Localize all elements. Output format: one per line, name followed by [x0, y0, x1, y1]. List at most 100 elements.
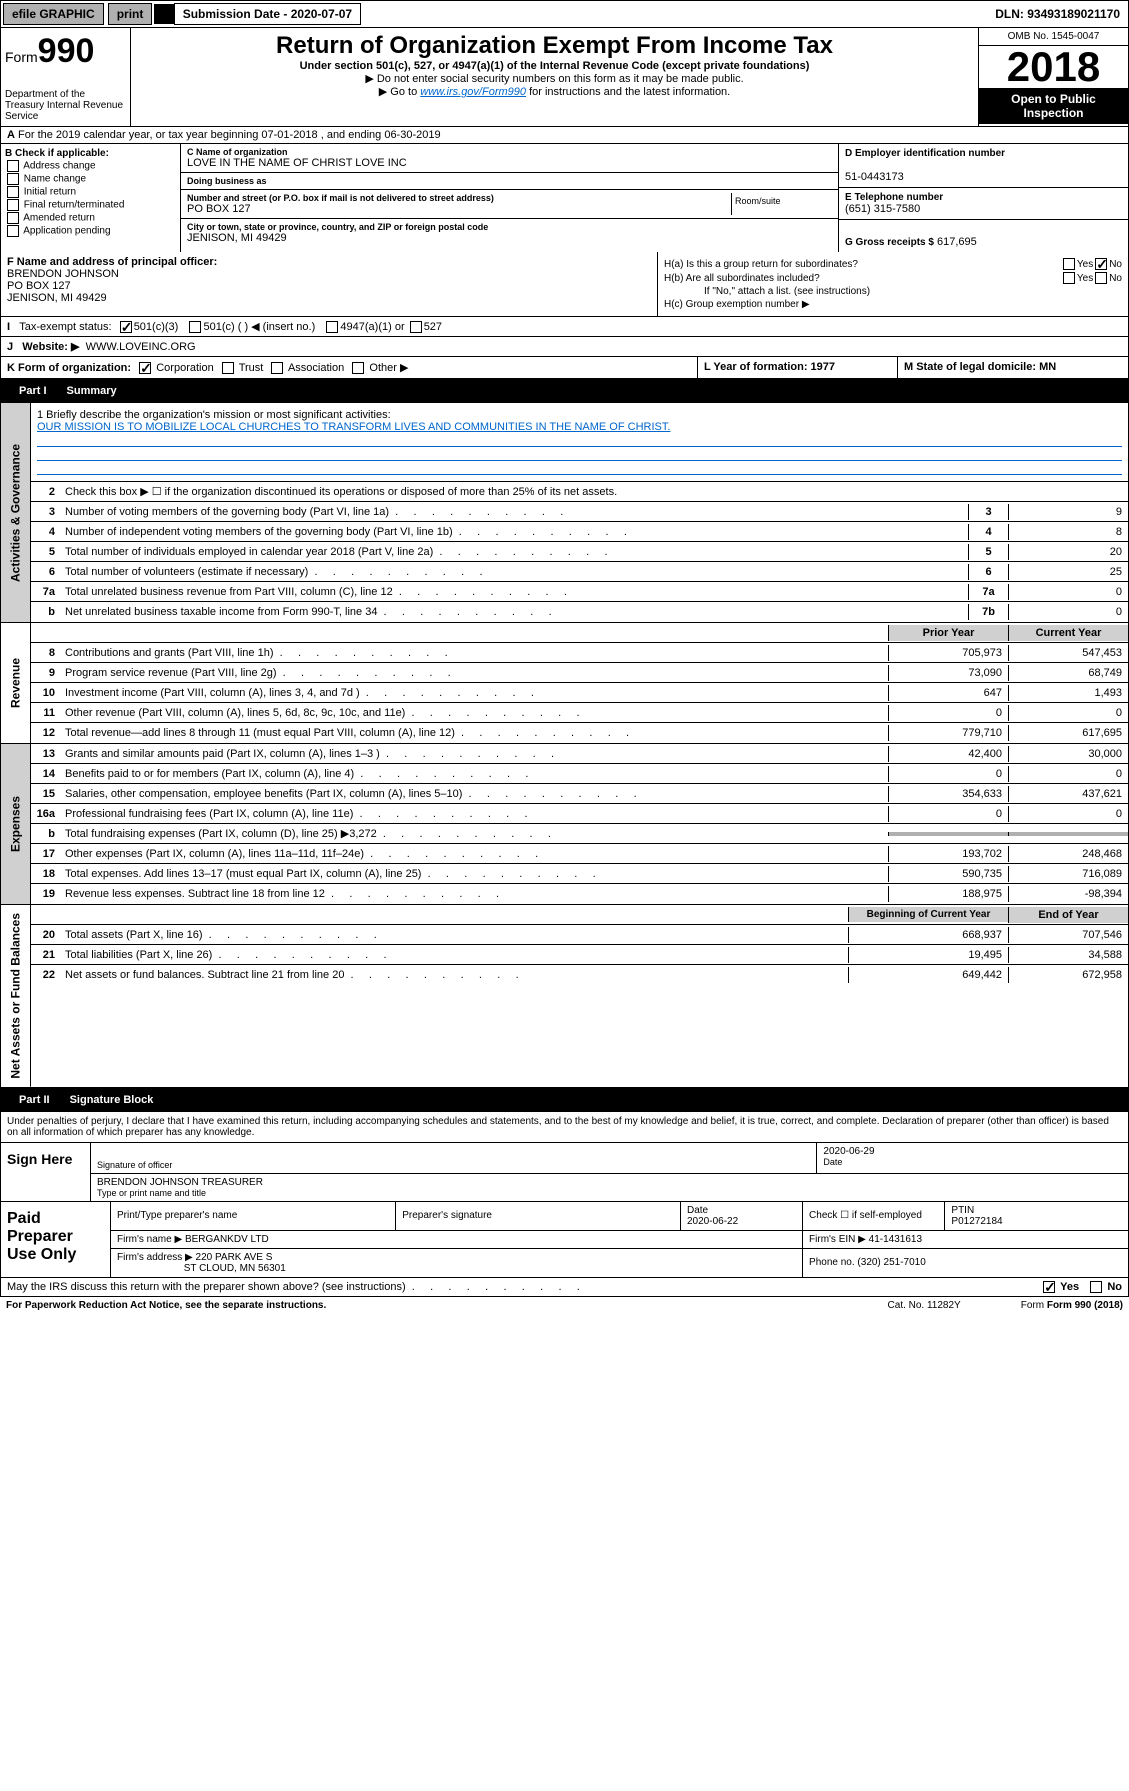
row-k: K Form of organization: Corporation Trus…: [0, 357, 1129, 379]
row-a: A For the 2019 calendar year, or tax yea…: [0, 127, 1129, 144]
perjury-text: Under penalties of perjury, I declare th…: [0, 1112, 1129, 1143]
col-prior: Prior Year: [888, 625, 1008, 641]
part1-body-exp: Expenses 13Grants and similar amounts pa…: [0, 744, 1129, 905]
sub3-pre: ▶ Go to: [379, 86, 420, 98]
chk-other[interactable]: [352, 362, 364, 374]
hb-no[interactable]: [1095, 272, 1107, 284]
discuss-yes-label: Yes: [1060, 1281, 1079, 1293]
chk-amended[interactable]: Amended return: [5, 212, 176, 224]
part1-body-gov: Activities & Governance 1 Briefly descri…: [0, 403, 1129, 623]
ein-value: 51-0443173: [845, 171, 1122, 183]
subtitle-2: ▶ Do not enter social security numbers o…: [135, 72, 974, 85]
firm-ein: 41-1431613: [869, 1234, 922, 1245]
section-fg: F Name and address of principal officer:…: [0, 252, 1129, 317]
sub3-post: for instructions and the latest informat…: [526, 86, 730, 98]
form-ref: Form Form 990 (2018): [1021, 1300, 1123, 1311]
no-label2: No: [1109, 273, 1122, 284]
chk-application-pending[interactable]: Application pending: [5, 225, 176, 237]
paperwork-notice: For Paperwork Reduction Act Notice, see …: [6, 1300, 888, 1311]
prep-phone-label: Phone no.: [809, 1257, 855, 1268]
sign-table: Signature of officer 2020-06-29 Date BRE…: [91, 1143, 1128, 1201]
self-emp-label: Check ☐ if self-employed: [803, 1202, 945, 1231]
form-header: Form990 Department of the Treasury Inter…: [0, 28, 1129, 127]
firm-name-label: Firm's name ▶: [117, 1234, 182, 1245]
tax-year-range: For the 2019 calendar year, or tax year …: [18, 129, 441, 141]
website-label: Website: ▶: [22, 340, 79, 353]
discuss-yes[interactable]: [1043, 1281, 1055, 1293]
ha-yes[interactable]: [1063, 258, 1075, 270]
hr1: [37, 433, 1122, 447]
discuss-no-label: No: [1107, 1281, 1122, 1293]
chk-assoc[interactable]: [271, 362, 283, 374]
irs-link[interactable]: www.irs.gov/Form990: [420, 86, 526, 98]
type-name-label: Type or print name and title: [97, 1188, 1122, 1198]
section-h: H(a) Is this a group return for subordin…: [658, 252, 1128, 316]
chk-address-change[interactable]: Address change: [5, 160, 176, 172]
section-de: D Employer identification number 51-0443…: [838, 144, 1128, 252]
chk-527[interactable]: [410, 321, 422, 333]
ha-no[interactable]: [1095, 258, 1107, 270]
city-value: JENISON, MI 49429: [187, 232, 832, 244]
dba-cell: Doing business as: [181, 173, 838, 190]
gov-line-7b: bNet unrelated business taxable income f…: [31, 602, 1128, 622]
exp-line-14: 14Benefits paid to or for members (Part …: [31, 764, 1128, 784]
hr3: [37, 461, 1122, 475]
section-c: C Name of organization LOVE IN THE NAME …: [181, 144, 838, 252]
open-public-label: Open to Public Inspection: [979, 88, 1128, 124]
chk-initial-return[interactable]: Initial return: [5, 186, 176, 198]
side-expenses: Expenses: [1, 744, 31, 904]
org-name-cell: C Name of organization LOVE IN THE NAME …: [181, 144, 838, 173]
firm-name: BERGANKDV LTD: [185, 1234, 269, 1245]
net-line-20: 20Total assets (Part X, line 16)668,9377…: [31, 925, 1128, 945]
form-num: 990: [38, 32, 95, 70]
exp-line-17: 17Other expenses (Part IX, column (A), l…: [31, 844, 1128, 864]
gov-line-3: 3Number of voting members of the governi…: [31, 502, 1128, 522]
chk-name-change[interactable]: Name change: [5, 173, 176, 185]
chk-501c[interactable]: [189, 321, 201, 333]
exp-line-15: 15Salaries, other compensation, employee…: [31, 784, 1128, 804]
hb-yes[interactable]: [1063, 272, 1075, 284]
section-f: F Name and address of principal officer:…: [1, 252, 658, 316]
k-label: K Form of organization:: [7, 362, 131, 374]
yes-label2: Yes: [1077, 273, 1093, 284]
exp-line-b: bTotal fundraising expenses (Part IX, co…: [31, 824, 1128, 844]
gross-value: 617,695: [937, 236, 977, 248]
ptin-value: P01272184: [951, 1216, 1002, 1227]
chk-corp[interactable]: [139, 362, 151, 374]
part2-title: Signature Block: [70, 1094, 154, 1106]
bottom-row: For Paperwork Reduction Act Notice, see …: [0, 1297, 1129, 1314]
rev-line-8: 8Contributions and grants (Part VIII, li…: [31, 643, 1128, 663]
sign-here-row: Sign Here Signature of officer 2020-06-2…: [0, 1143, 1129, 1202]
prep-date-label: Date: [687, 1205, 708, 1216]
section-b: B Check if applicable: Address change Na…: [1, 144, 181, 252]
no-label: No: [1109, 259, 1122, 270]
efile-label[interactable]: efile GRAPHIC: [3, 3, 104, 25]
col-end: End of Year: [1008, 907, 1128, 923]
dept-label: Department of the Treasury Internal Reve…: [5, 89, 126, 122]
phone-cell: E Telephone number (651) 315-7580: [839, 188, 1128, 220]
net-line-21: 21Total liabilities (Part X, line 26)19,…: [31, 945, 1128, 965]
ha-label: H(a) Is this a group return for subordin…: [664, 259, 1061, 270]
chk-trust[interactable]: [222, 362, 234, 374]
form-word: Form: [5, 49, 38, 65]
opt-corp: Corporation: [156, 362, 213, 374]
form-title: Return of Organization Exempt From Incom…: [135, 32, 974, 60]
tax-year: 2018: [979, 46, 1128, 88]
chk-4947[interactable]: [326, 321, 338, 333]
chk-final-return[interactable]: Final return/terminated: [5, 199, 176, 211]
print-button[interactable]: print: [108, 3, 153, 25]
opt-527: 527: [424, 321, 442, 333]
ein-label: D Employer identification number: [845, 148, 1122, 159]
chk-501c3[interactable]: [120, 321, 132, 333]
city-cell: City or town, state or province, country…: [181, 219, 838, 247]
exp-line-19: 19Revenue less expenses. Subtract line 1…: [31, 884, 1128, 904]
side-governance: Activities & Governance: [1, 403, 31, 622]
sig-officer-label: Signature of officer: [97, 1160, 810, 1170]
mission-text: OUR MISSION IS TO MOBILIZE LOCAL CHURCHE…: [37, 421, 1122, 433]
dots: [406, 1281, 580, 1293]
top-bar: efile GRAPHIC print Submission Date - 20…: [0, 0, 1129, 28]
prep-phone: (320) 251-7010: [857, 1257, 925, 1268]
header-right: OMB No. 1545-0047 2018 Open to Public In…: [978, 28, 1128, 126]
discuss-no[interactable]: [1090, 1281, 1102, 1293]
b-title: B Check if applicable:: [5, 148, 176, 159]
